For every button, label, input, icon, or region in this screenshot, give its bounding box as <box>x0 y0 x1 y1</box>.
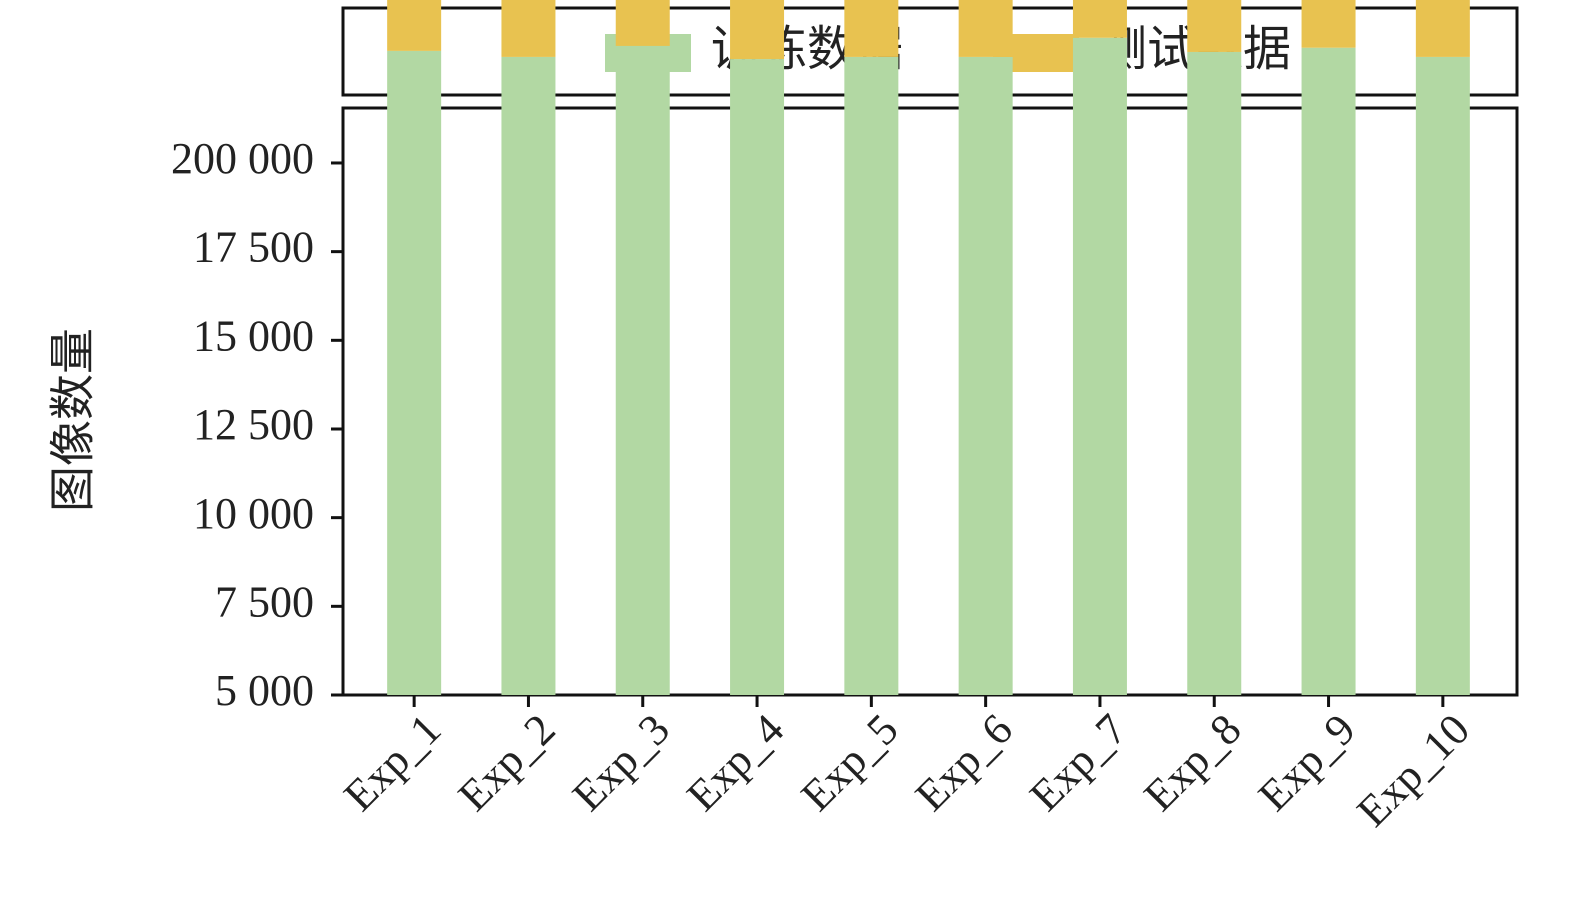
bar-segment <box>615 45 670 695</box>
y-tick-label: 5 000 <box>215 666 314 715</box>
bar-segment <box>1415 56 1470 696</box>
x-tick-label: Exp_5 <box>792 705 908 821</box>
y-tick-label: 12 500 <box>193 400 314 449</box>
bar-segment <box>1187 0 1242 52</box>
legend-box <box>341 6 1519 97</box>
bar-segment <box>1301 47 1356 696</box>
x-tick-label: Exp_8 <box>1135 705 1251 821</box>
x-tick-label: Exp_9 <box>1249 705 1365 821</box>
bar-segment <box>730 0 785 60</box>
x-tick-label: Exp_10 <box>1348 705 1479 836</box>
bar-segment <box>1415 0 1470 57</box>
x-tick-label: Exp_4 <box>677 705 793 821</box>
x-tick-label: Exp_7 <box>1020 705 1136 821</box>
x-tick-label: Exp_6 <box>906 705 1022 821</box>
bar-segment <box>1301 0 1356 48</box>
x-tick-label: Exp_2 <box>449 705 565 821</box>
bar-segment <box>958 0 1013 57</box>
bar-segment <box>501 56 556 696</box>
y-tick-label: 17 500 <box>193 223 314 272</box>
bar-segment <box>387 50 442 696</box>
y-axis-label: 图像数量 <box>48 328 99 512</box>
bar-segment <box>844 56 899 696</box>
plot-frame <box>341 106 1519 697</box>
bar-segment <box>1187 51 1242 695</box>
x-tick-label: Exp_3 <box>563 705 679 821</box>
bar-segment <box>958 56 1013 696</box>
y-tick-label: 200 000 <box>171 134 314 183</box>
bar-segment <box>501 0 556 57</box>
bar-segment <box>730 59 785 696</box>
bar-segment <box>1072 37 1127 695</box>
y-tick-label: 7 500 <box>215 577 314 626</box>
y-tick-label: 15 000 <box>193 311 314 360</box>
x-tick-label: Exp_1 <box>334 705 450 821</box>
y-tick-label: 10 000 <box>193 489 314 538</box>
bar-segment <box>387 0 442 51</box>
bar-segment <box>1072 0 1127 38</box>
bar-segment <box>844 0 899 57</box>
bar-segment <box>615 0 670 46</box>
